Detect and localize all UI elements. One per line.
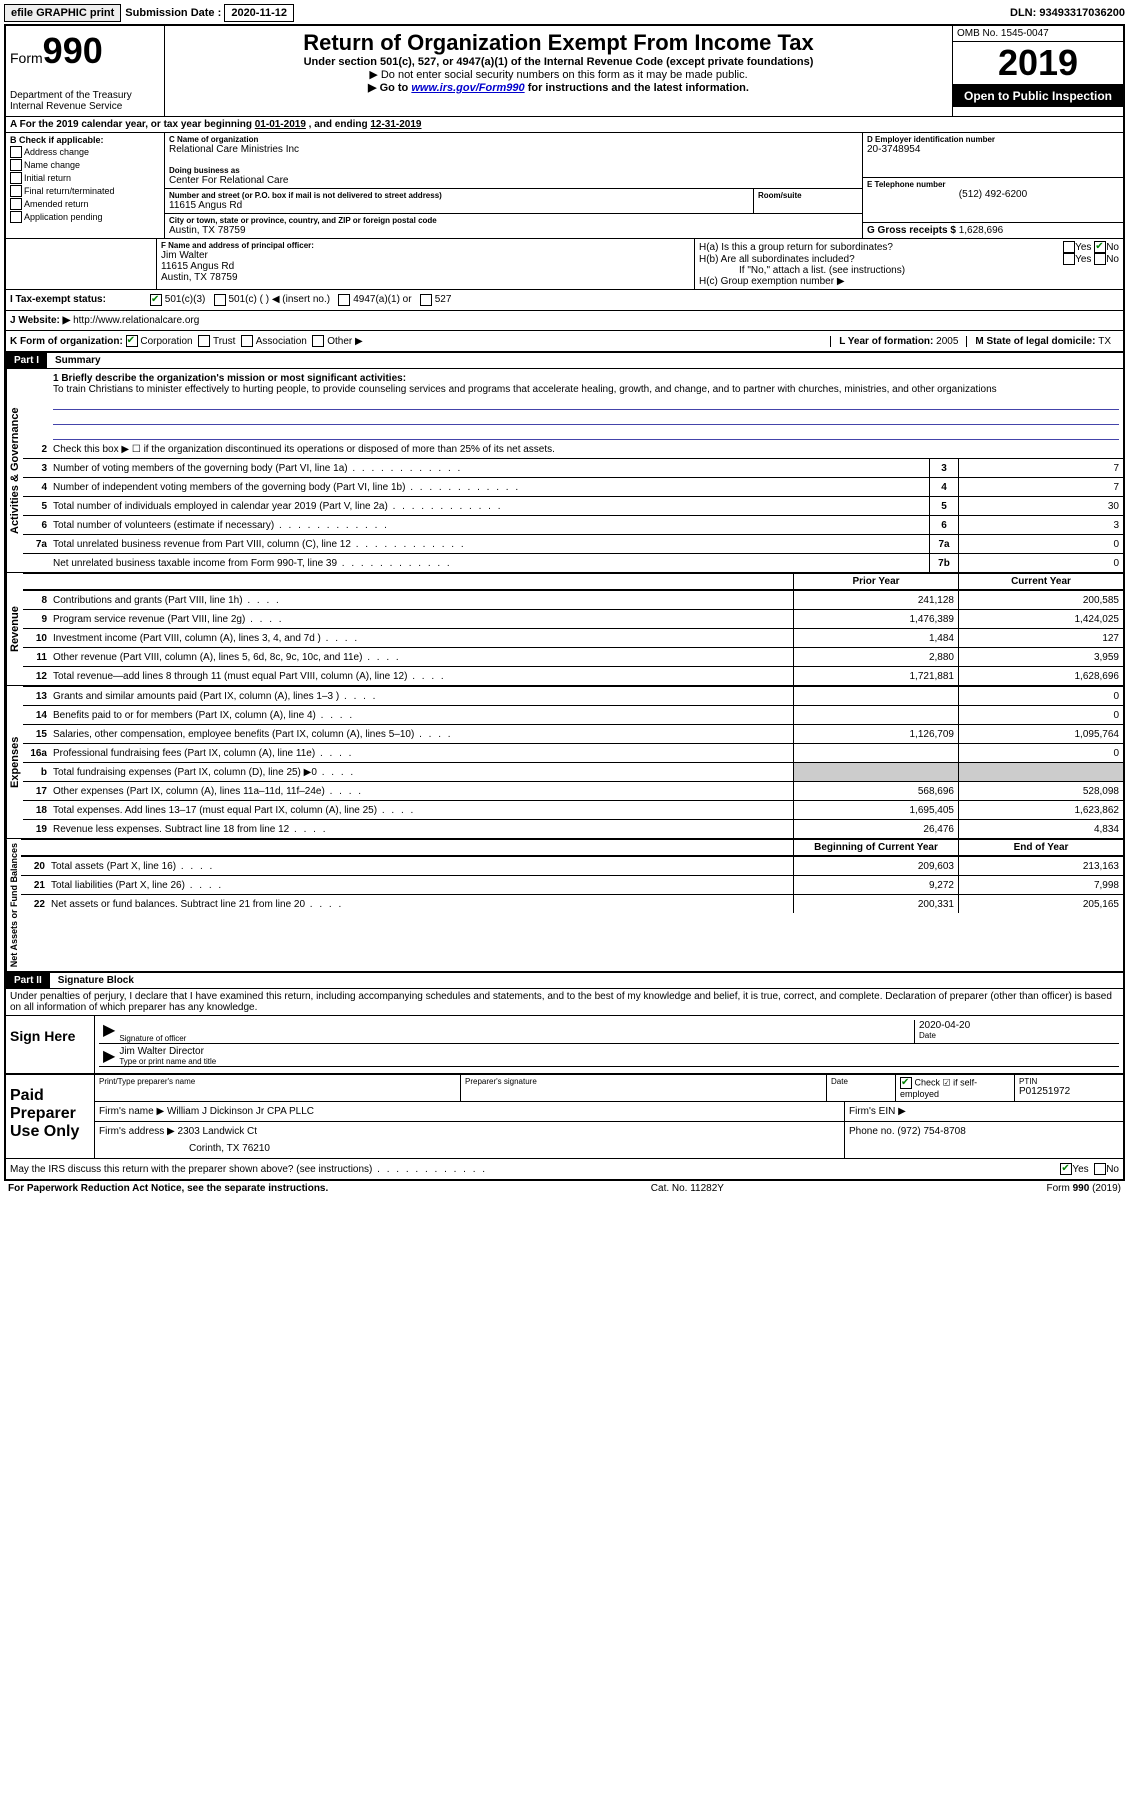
chk-pending[interactable] xyxy=(10,211,22,223)
chk-527[interactable] xyxy=(420,294,432,306)
table-row: 5Total number of individuals employed in… xyxy=(23,496,1123,515)
section-governance: Activities & Governance 1 Briefly descri… xyxy=(6,369,1123,573)
discuss-row: May the IRS discuss this return with the… xyxy=(6,1159,1123,1179)
table-row: 16aProfessional fundraising fees (Part I… xyxy=(23,743,1123,762)
dept-label: Department of the Treasury Internal Reve… xyxy=(10,90,160,112)
table-row: 12Total revenue—add lines 8 through 11 (… xyxy=(23,666,1123,685)
chk-self-employed[interactable] xyxy=(900,1077,912,1089)
efile-button[interactable]: efile GRAPHIC print xyxy=(4,4,121,22)
row-k-l-m: K Form of organization: Corporation Trus… xyxy=(6,331,1123,352)
chk-ha-yes[interactable] xyxy=(1063,241,1075,253)
table-row: 17Other expenses (Part IX, column (A), l… xyxy=(23,781,1123,800)
tax-year: 2019 xyxy=(953,42,1123,85)
chk-final-return[interactable] xyxy=(10,185,22,197)
chk-hb-no[interactable] xyxy=(1094,253,1106,265)
arrow-icon: ▶ xyxy=(99,1046,119,1066)
table-row: 15Salaries, other compensation, employee… xyxy=(23,724,1123,743)
open-public-badge: Open to Public Inspection xyxy=(953,85,1123,107)
chk-501c3[interactable] xyxy=(150,294,162,306)
table-row: 11Other revenue (Part VIII, column (A), … xyxy=(23,647,1123,666)
arrow-icon: ▶ xyxy=(99,1020,119,1043)
website-url: http://www.relationalcare.org xyxy=(73,315,199,326)
table-row: 18Total expenses. Add lines 13–17 (must … xyxy=(23,800,1123,819)
table-row: 13Grants and similar amounts paid (Part … xyxy=(23,686,1123,705)
box-d-e-g: D Employer identification number 20-3748… xyxy=(862,133,1123,238)
table-row: 14Benefits paid to or for members (Part … xyxy=(23,705,1123,724)
box-b: B Check if applicable: Address change Na… xyxy=(6,133,164,238)
dln: DLN: 93493317036200 xyxy=(1010,7,1125,19)
chk-corp[interactable] xyxy=(126,335,138,347)
chk-discuss-yes[interactable] xyxy=(1060,1163,1072,1175)
table-row: 3Number of voting members of the governi… xyxy=(23,458,1123,477)
declaration-text: Under penalties of perjury, I declare th… xyxy=(6,989,1123,1015)
row-j: J Website: ▶ http://www.relationalcare.o… xyxy=(6,311,1123,331)
form-title: Return of Organization Exempt From Incom… xyxy=(169,30,948,56)
chk-discuss-no[interactable] xyxy=(1094,1163,1106,1175)
mission-text: To train Christians to minister effectiv… xyxy=(53,384,1119,395)
table-row: 8Contributions and grants (Part VIII, li… xyxy=(23,590,1123,609)
submission-label: Submission Date : 2020-11-12 xyxy=(125,7,294,19)
chk-hb-yes[interactable] xyxy=(1063,253,1075,265)
phone: (512) 492-6200 xyxy=(867,189,1119,200)
gross-receipts: 1,628,696 xyxy=(959,225,1004,236)
org-name: Relational Care Ministries Inc xyxy=(169,144,858,155)
part-2-header: Part II Signature Block xyxy=(6,972,1123,989)
row-i: I Tax-exempt status: 501(c)(3) 501(c) ( … xyxy=(6,290,1123,311)
page-footer: For Paperwork Reduction Act Notice, see … xyxy=(4,1181,1125,1196)
header-left: Form990 Department of the Treasury Inter… xyxy=(6,26,165,116)
chk-other[interactable] xyxy=(312,335,324,347)
instructions-link[interactable]: www.irs.gov/Form990 xyxy=(411,82,524,94)
city-state-zip: Austin, TX 78759 xyxy=(169,225,858,236)
chk-name-change[interactable] xyxy=(10,159,22,171)
row-a-tax-year: A For the 2019 calendar year, or tax yea… xyxy=(6,117,1123,133)
submission-date: 2020-11-12 xyxy=(224,4,294,22)
section-net-assets: Net Assets or Fund Balances Beginning of… xyxy=(6,839,1123,972)
officer-name: Jim Walter xyxy=(161,250,690,261)
paid-preparer-block: Paid Preparer Use Only Print/Type prepar… xyxy=(6,1074,1123,1159)
table-row: bTotal fundraising expenses (Part IX, co… xyxy=(23,762,1123,781)
table-row: 19Revenue less expenses. Subtract line 1… xyxy=(23,819,1123,838)
chk-assoc[interactable] xyxy=(241,335,253,347)
table-row: Net unrelated business taxable income fr… xyxy=(23,553,1123,572)
dba-name: Center For Relational Care xyxy=(169,175,858,186)
form-header: Form990 Department of the Treasury Inter… xyxy=(6,26,1123,117)
street-address: 11615 Angus Rd xyxy=(169,200,749,211)
chk-address-change[interactable] xyxy=(10,146,22,158)
table-row: 10Investment income (Part VIII, column (… xyxy=(23,628,1123,647)
chk-ha-no[interactable] xyxy=(1094,241,1106,253)
chk-501c[interactable] xyxy=(214,294,226,306)
table-row: 4Number of independent voting members of… xyxy=(23,477,1123,496)
table-row: 22Net assets or fund balances. Subtract … xyxy=(21,894,1123,913)
chk-amended[interactable] xyxy=(10,198,22,210)
top-bar: efile GRAPHIC print Submission Date : 20… xyxy=(4,4,1125,22)
section-revenue: Revenue Prior Year Current Year 8Contrib… xyxy=(6,573,1123,686)
sign-here-block: Sign Here ▶ Signature of officer 2020-04… xyxy=(6,1015,1123,1074)
omb-number: OMB No. 1545-0047 xyxy=(953,26,1123,42)
section-f-h: F Name and address of principal officer:… xyxy=(6,239,1123,290)
table-row: 7aTotal unrelated business revenue from … xyxy=(23,534,1123,553)
box-c: C Name of organization Relational Care M… xyxy=(164,133,862,238)
table-row: 20Total assets (Part X, line 16)209,6032… xyxy=(21,856,1123,875)
header-center: Return of Organization Exempt From Incom… xyxy=(165,26,952,116)
form-body: Form990 Department of the Treasury Inter… xyxy=(4,24,1125,1181)
table-row: 21Total liabilities (Part X, line 26)9,2… xyxy=(21,875,1123,894)
chk-trust[interactable] xyxy=(198,335,210,347)
section-b-c-d: B Check if applicable: Address change Na… xyxy=(6,133,1123,239)
header-right: OMB No. 1545-0047 2019 Open to Public In… xyxy=(952,26,1123,116)
table-row: 6Total number of volunteers (estimate if… xyxy=(23,515,1123,534)
ein: 20-3748954 xyxy=(867,144,1119,155)
part-1-header: Part I Summary xyxy=(6,352,1123,369)
section-expenses: Expenses 13Grants and similar amounts pa… xyxy=(6,686,1123,839)
chk-initial-return[interactable] xyxy=(10,172,22,184)
table-row: 9Program service revenue (Part VIII, lin… xyxy=(23,609,1123,628)
chk-4947[interactable] xyxy=(338,294,350,306)
